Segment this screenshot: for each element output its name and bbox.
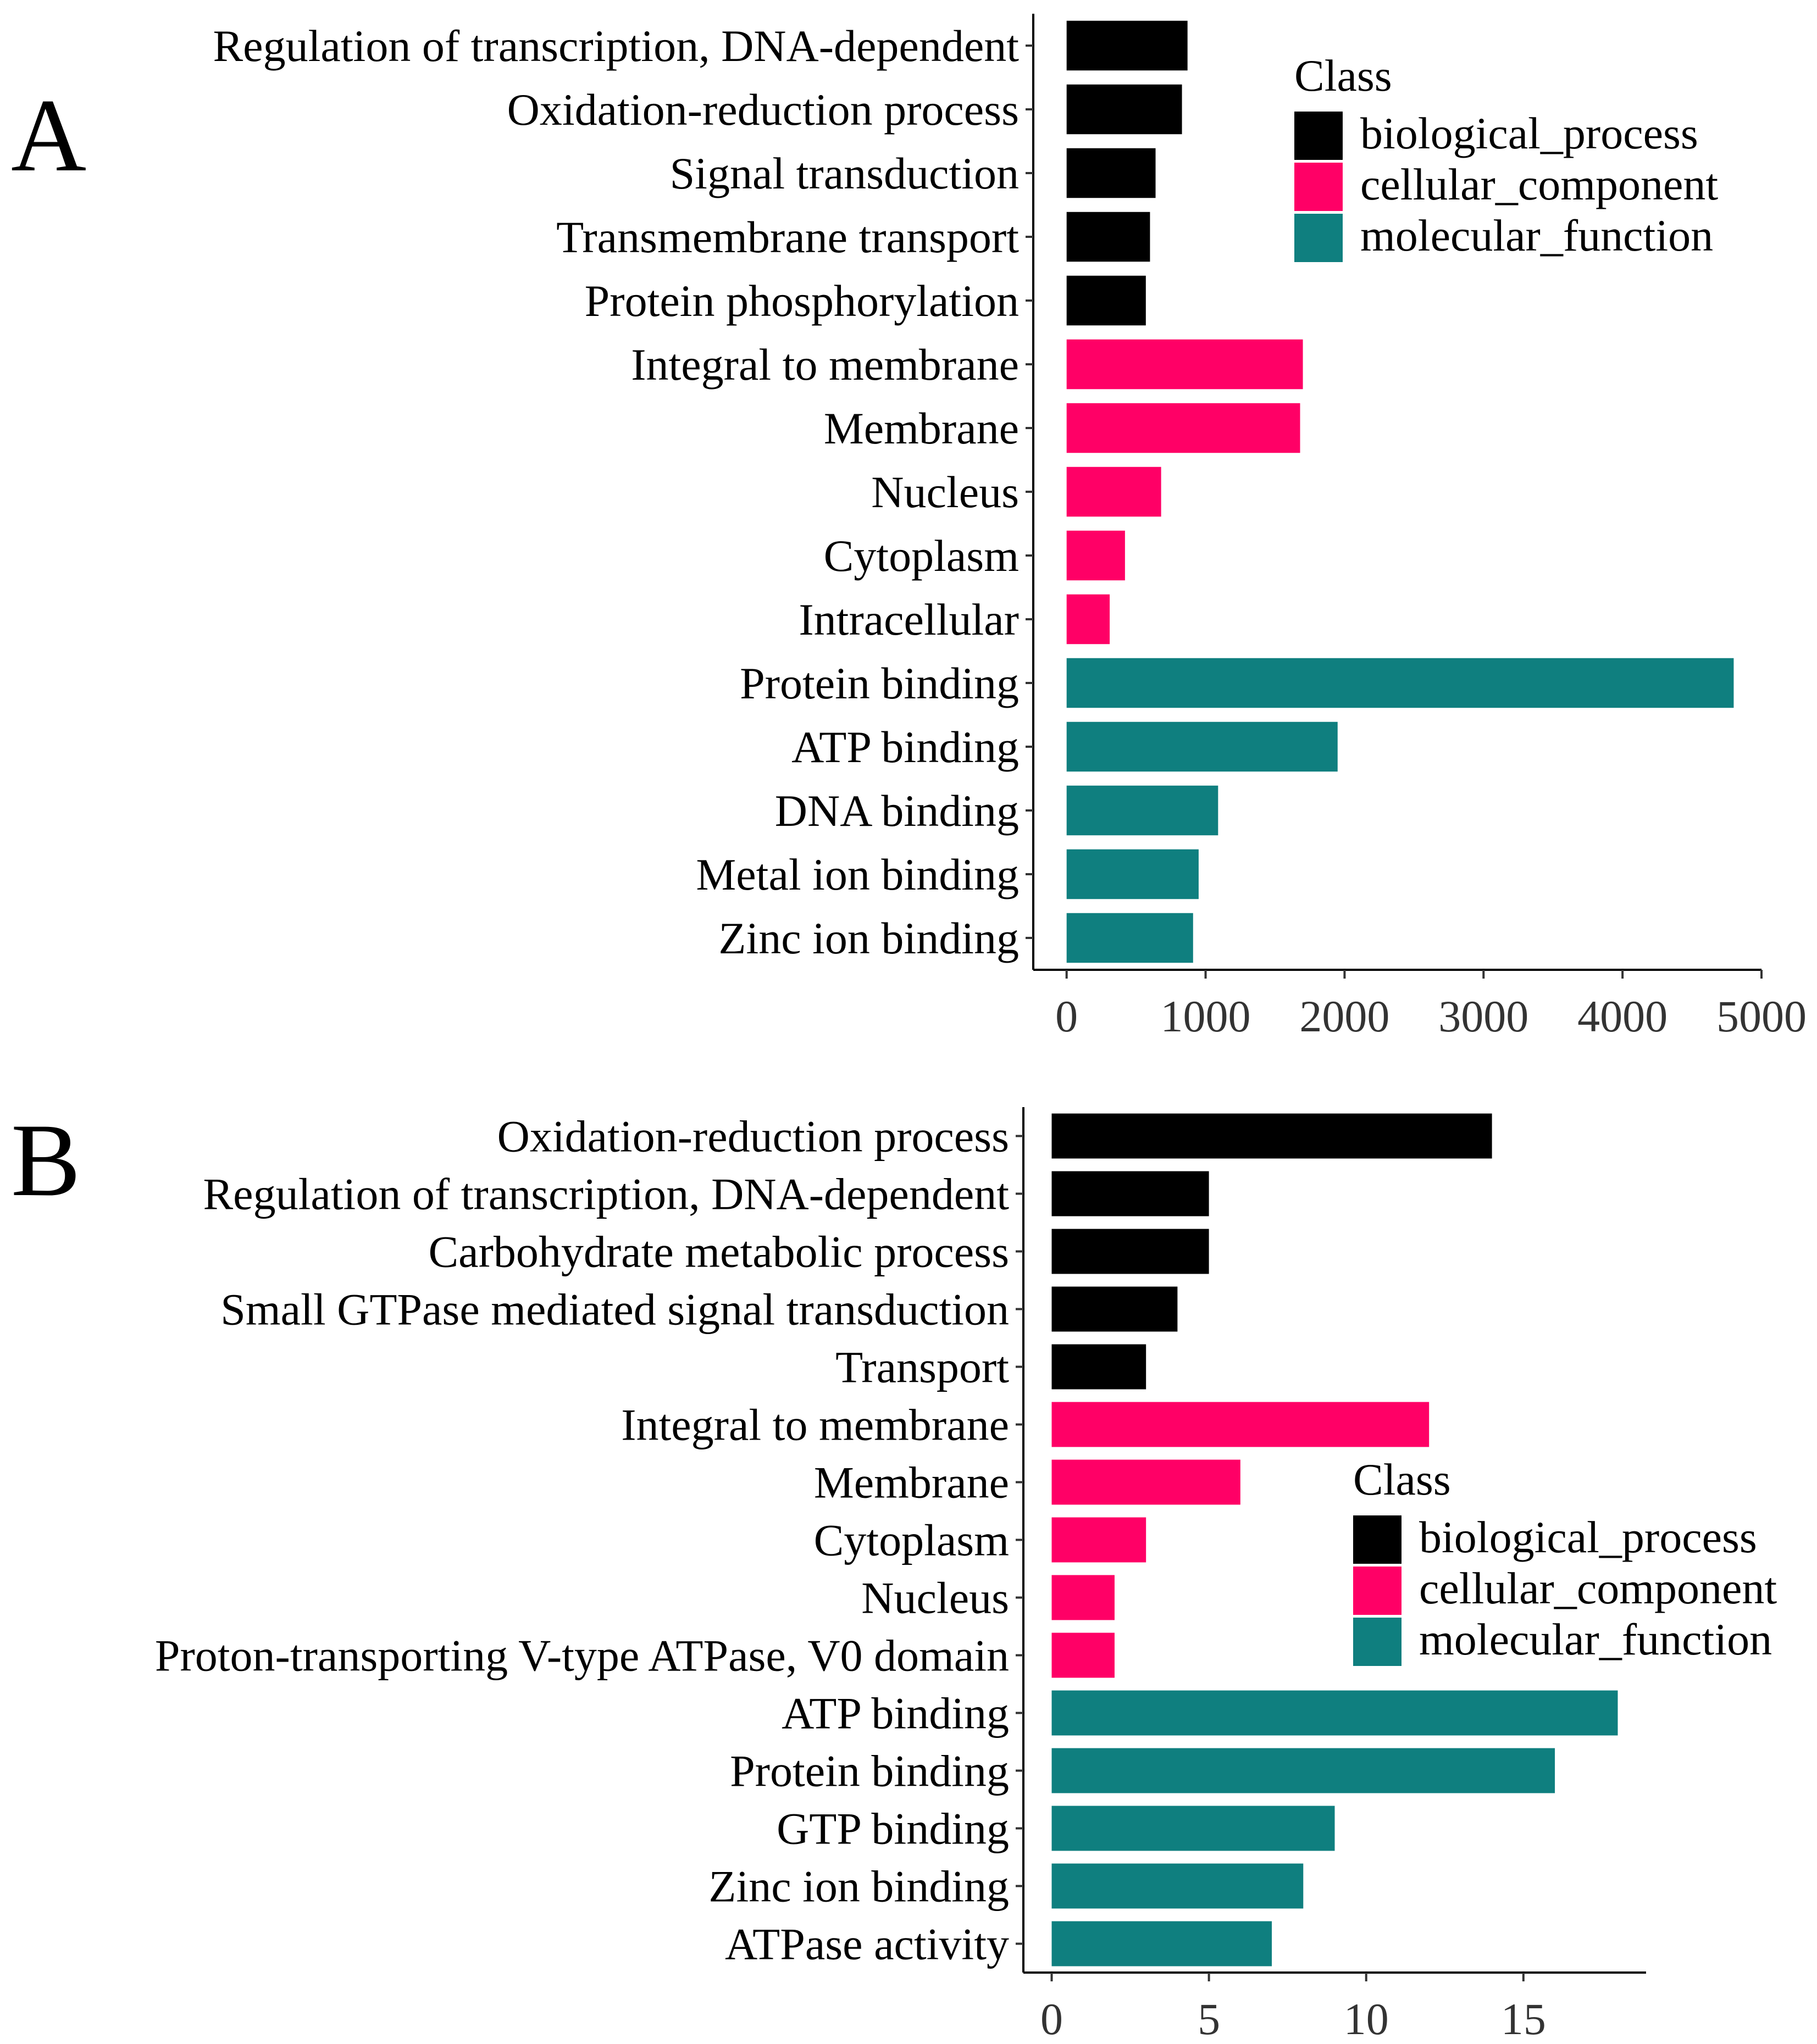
panel-b-bar — [1051, 1690, 1618, 1736]
panel-b-category-label: Oxidation-reduction process — [497, 1112, 1009, 1162]
panel-a-category-label: Integral to membrane — [631, 340, 1019, 390]
panel-b-x-tick-label: 10 — [1344, 1994, 1389, 2044]
panel-a-bar — [1066, 530, 1125, 581]
panel-a-legend-label-molecular-function: molecular_function — [1360, 210, 1713, 260]
panel-b-bar — [1051, 1286, 1178, 1332]
panel-b-x-tick-label: 0 — [1040, 1994, 1063, 2044]
panel-a-category-label: Membrane — [824, 403, 1019, 453]
panel-b-category-label: Proton-transporting V-type ATPase, V0 do… — [155, 1631, 1009, 1681]
panel-b-bar — [1051, 1921, 1272, 1967]
panel-a-bar — [1066, 849, 1199, 899]
panel-b-legend-swatch-biological-process — [1353, 1515, 1401, 1564]
panel-a-category-label: Protein phosphorylation — [585, 276, 1019, 326]
panel-b-bar — [1051, 1517, 1146, 1563]
panel-b-category-label: Membrane — [814, 1458, 1009, 1508]
panel-a-category-axis: Regulation of transcription, DNA-depende… — [213, 21, 1033, 963]
panel-b-legend-label-cellular-component: cellular_component — [1419, 1563, 1777, 1613]
panel-b-bar — [1051, 1806, 1335, 1851]
panel-b-bar — [1051, 1748, 1555, 1793]
panel-b-legend-title: Class — [1353, 1454, 1451, 1504]
panel-b-category-label: Transport — [835, 1342, 1009, 1392]
panel-a-category-label: Oxidation-reduction process — [507, 85, 1019, 135]
panel-b-bar — [1051, 1171, 1209, 1217]
panel-a-legend-label-cellular-component: cellular_component — [1360, 159, 1718, 209]
panel-b-legend-label-molecular-function: molecular_function — [1419, 1614, 1772, 1664]
panel-a-bar — [1066, 721, 1338, 772]
panel-a-x-tick-label: 1000 — [1161, 991, 1251, 1041]
panel-b-category-label: ATPase activity — [725, 1919, 1009, 1969]
panel-a-legend-swatch-cellular-component — [1294, 163, 1343, 211]
panel-b-legend: Class biological_process cellular_compon… — [1353, 1454, 1777, 1666]
panel-b-bar — [1051, 1632, 1115, 1678]
panel-a-category-label: Intracellular — [799, 595, 1019, 645]
panel-a-bar — [1066, 148, 1156, 198]
panel-a-x-tick-label: 4000 — [1577, 991, 1668, 1041]
panel-a-bar — [1066, 84, 1182, 135]
panel-a-letter: A — [11, 78, 86, 193]
panel-b-chart: B Oxidation-reduction process Regulation … — [11, 1103, 1777, 2044]
panel-a-legend: Class biological_process cellular_compon… — [1294, 51, 1718, 262]
panel-b-category-label: Small GTPase mediated signal transductio… — [220, 1285, 1009, 1335]
panel-a-category-label: ATP binding — [791, 722, 1019, 772]
panel-b-bar — [1051, 1229, 1209, 1274]
panel-b-legend-swatch-cellular-component — [1353, 1567, 1401, 1615]
panel-a-bar — [1066, 658, 1734, 708]
panel-a-x-tick-label: 5000 — [1716, 991, 1807, 1041]
panel-a-bar — [1066, 594, 1110, 645]
panel-a-category-label: Metal ion binding — [696, 849, 1019, 899]
panel-b-category-label: Zinc ion binding — [708, 1862, 1009, 1912]
panel-a-legend-title: Class — [1294, 51, 1392, 101]
panel-a-bar — [1066, 466, 1161, 517]
panel-b-bar — [1051, 1459, 1240, 1505]
panel-a-legend-label-biological-process: biological_process — [1360, 108, 1698, 158]
panel-b-category-label: Nucleus — [861, 1573, 1009, 1623]
panel-b-legend-label-biological-process: biological_process — [1419, 1512, 1757, 1562]
panel-b-x-ticks: 0 5 10 15 — [1040, 1973, 1546, 2044]
panel-b-bar — [1051, 1402, 1430, 1447]
panel-b-bars — [1051, 1113, 1618, 1967]
panel-a-category-label: Regulation of transcription, DNA-depende… — [213, 21, 1019, 71]
panel-b-category-label: Cytoplasm — [814, 1515, 1009, 1565]
panel-b-x-tick-label: 15 — [1501, 1994, 1546, 2044]
panel-a-bar — [1066, 339, 1303, 390]
panel-b-x-tick-label: 5 — [1198, 1994, 1220, 2044]
panel-b-bar — [1051, 1863, 1304, 1909]
panel-a-category-label: Nucleus — [871, 467, 1019, 517]
panel-b-category-label: GTP binding — [777, 1804, 1009, 1854]
panel-b-bar — [1051, 1344, 1146, 1390]
panel-a-bars — [1066, 20, 1734, 963]
panel-a-legend-swatch-biological-process — [1294, 112, 1343, 160]
panel-a-bar — [1066, 275, 1146, 326]
panel-b-category-label: Integral to membrane — [621, 1400, 1009, 1450]
panel-b-category-label: Carbohydrate metabolic process — [428, 1227, 1009, 1277]
panel-a-bar — [1066, 20, 1188, 71]
panel-a-x-tick-label: 3000 — [1438, 991, 1528, 1041]
panel-a-category-label: DNA binding — [775, 786, 1019, 836]
panel-a-category-label: Transmembrane transport — [556, 212, 1019, 262]
panel-a-bar — [1066, 403, 1300, 453]
panel-b-bar — [1051, 1113, 1492, 1159]
panel-a-legend-swatch-molecular-function — [1294, 214, 1343, 262]
panel-a-x-tick-label: 2000 — [1299, 991, 1389, 1041]
panel-b-category-axis: Oxidation-reduction process Regulation of… — [155, 1112, 1023, 1969]
panel-a-chart: A Regulation of transcription, DNA-depen… — [11, 14, 1807, 1041]
panel-a-bar — [1066, 212, 1150, 262]
panel-b-bar — [1051, 1575, 1115, 1620]
panel-a-category-label: Cytoplasm — [824, 531, 1019, 581]
panel-a-category-label: Protein binding — [740, 658, 1019, 708]
panel-a-category-label: Zinc ion binding — [718, 913, 1019, 963]
panel-a-category-label: Signal transduction — [670, 148, 1019, 198]
panel-b-category-label: ATP binding — [782, 1688, 1009, 1738]
panel-b-letter: B — [11, 1103, 81, 1218]
panel-b-category-label: Protein binding — [730, 1746, 1009, 1796]
panel-a-x-ticks: 0 1000 2000 3000 4000 5000 — [1055, 970, 1807, 1041]
panel-a-x-tick-label: 0 — [1055, 991, 1078, 1041]
panel-a-bar — [1066, 785, 1218, 836]
panel-b-legend-swatch-molecular-function — [1353, 1618, 1401, 1666]
panel-b-category-label: Regulation of transcription, DNA-depende… — [203, 1169, 1009, 1219]
panel-a-bar — [1066, 913, 1193, 963]
